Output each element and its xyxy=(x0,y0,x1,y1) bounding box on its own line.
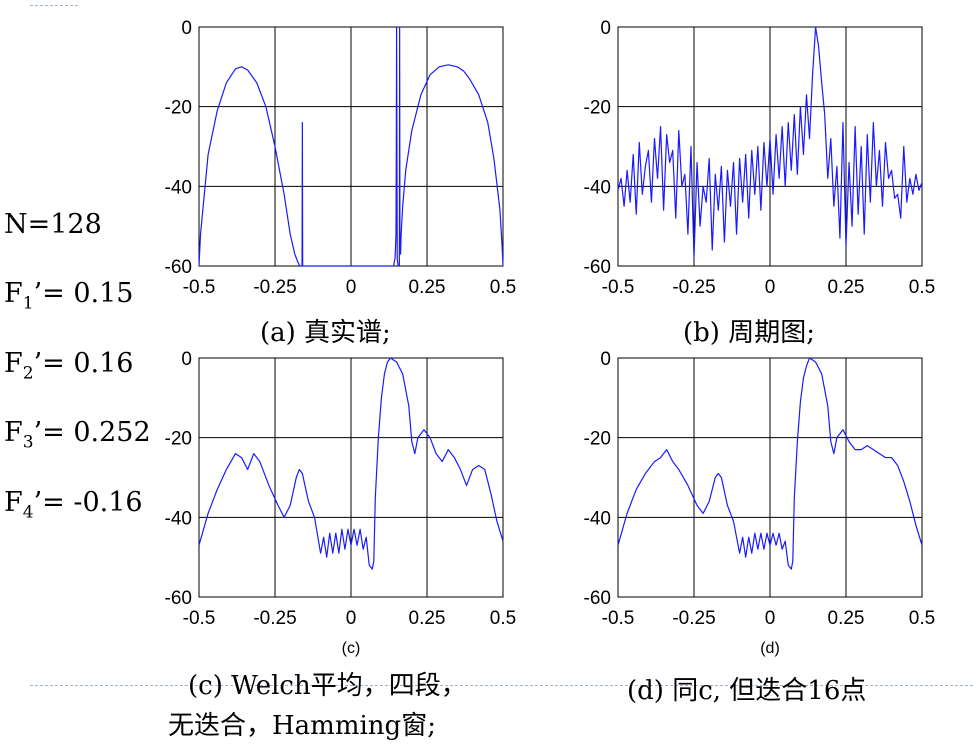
y-tick-label-c: 0 xyxy=(181,349,192,370)
y-tick-label-b: -60 xyxy=(584,257,611,278)
series-line-a-0 xyxy=(198,26,504,267)
series-line-b-0 xyxy=(617,26,923,259)
series-line-c-0 xyxy=(198,357,504,570)
y-tick-label-a: 0 xyxy=(181,18,192,39)
y-tick-label-d: -40 xyxy=(584,508,611,529)
caption-a: (a) 真实谱; xyxy=(260,318,391,348)
param-f1: F1’= 0.15 xyxy=(4,278,134,314)
y-tick-label-a: -40 xyxy=(165,177,192,198)
x-tick-label-a: 0.25 xyxy=(409,277,446,298)
x-tick-label-d: -0.5 xyxy=(602,608,635,629)
x-tick-label-a: 0.5 xyxy=(490,277,516,298)
param-f3: F3’= 0.252 xyxy=(4,417,151,453)
param-f2: F2’= 0.16 xyxy=(4,347,134,384)
y-tick-label-a: -20 xyxy=(165,98,192,119)
y-tick-label-d: 0 xyxy=(600,349,611,370)
param-f4: F4’= -0.16 xyxy=(4,486,143,522)
x-tick-label-c: 0 xyxy=(346,608,357,629)
caption-d: (d) 同c, 但迭合16点 xyxy=(627,676,867,706)
bottom-dash-rule xyxy=(30,685,973,686)
x-tick-label-d: 0.5 xyxy=(909,608,935,629)
x-tick-label-a: 0 xyxy=(346,277,357,298)
series-line-d-0 xyxy=(617,357,923,570)
parameter-list: N=128 F1’= 0.15 F2’= 0.16 F3’= 0.252 F4’… xyxy=(4,195,151,542)
caption-c-line2: 无迭合，Hamming窗; xyxy=(168,711,436,741)
y-tick-label-b: -40 xyxy=(584,177,611,198)
top-dash-rule xyxy=(30,5,78,6)
y-tick-label-a: -60 xyxy=(165,257,192,278)
x-tick-label-b: 0.25 xyxy=(828,277,865,298)
y-tick-label-d: -20 xyxy=(584,429,611,450)
x-tick-label-c: 0.5 xyxy=(490,608,516,629)
caption-c-line1: (c) Welch平均，四段， xyxy=(188,671,467,701)
x-tick-label-d: 0 xyxy=(765,608,776,629)
plot-sublabel-d: (d) xyxy=(760,640,780,657)
x-tick-label-c: -0.5 xyxy=(183,608,216,629)
y-tick-label-d: -60 xyxy=(584,588,611,609)
param-n: N=128 xyxy=(4,209,102,240)
x-tick-label-b: 0.5 xyxy=(909,277,935,298)
caption-b: (b) 周期图; xyxy=(683,318,815,348)
x-tick-label-d: 0.25 xyxy=(828,608,865,629)
x-tick-label-c: 0.25 xyxy=(409,608,446,629)
y-tick-label-c: -40 xyxy=(165,508,192,529)
x-tick-label-a: -0.25 xyxy=(253,277,296,298)
x-tick-label-b: 0 xyxy=(765,277,776,298)
y-tick-label-b: -20 xyxy=(584,98,611,119)
x-tick-label-c: -0.25 xyxy=(253,608,296,629)
x-tick-label-b: -0.25 xyxy=(672,277,715,298)
x-tick-label-b: -0.5 xyxy=(602,277,635,298)
plot-sublabel-c: (c) xyxy=(342,640,361,657)
x-tick-label-a: -0.5 xyxy=(183,277,216,298)
x-tick-label-d: -0.25 xyxy=(672,608,715,629)
y-tick-label-c: -60 xyxy=(165,588,192,609)
y-tick-label-b: 0 xyxy=(600,18,611,39)
caption-c: (c) Welch平均，四段， 无迭合，Hamming窗; xyxy=(168,666,467,746)
y-tick-label-c: -20 xyxy=(165,429,192,450)
